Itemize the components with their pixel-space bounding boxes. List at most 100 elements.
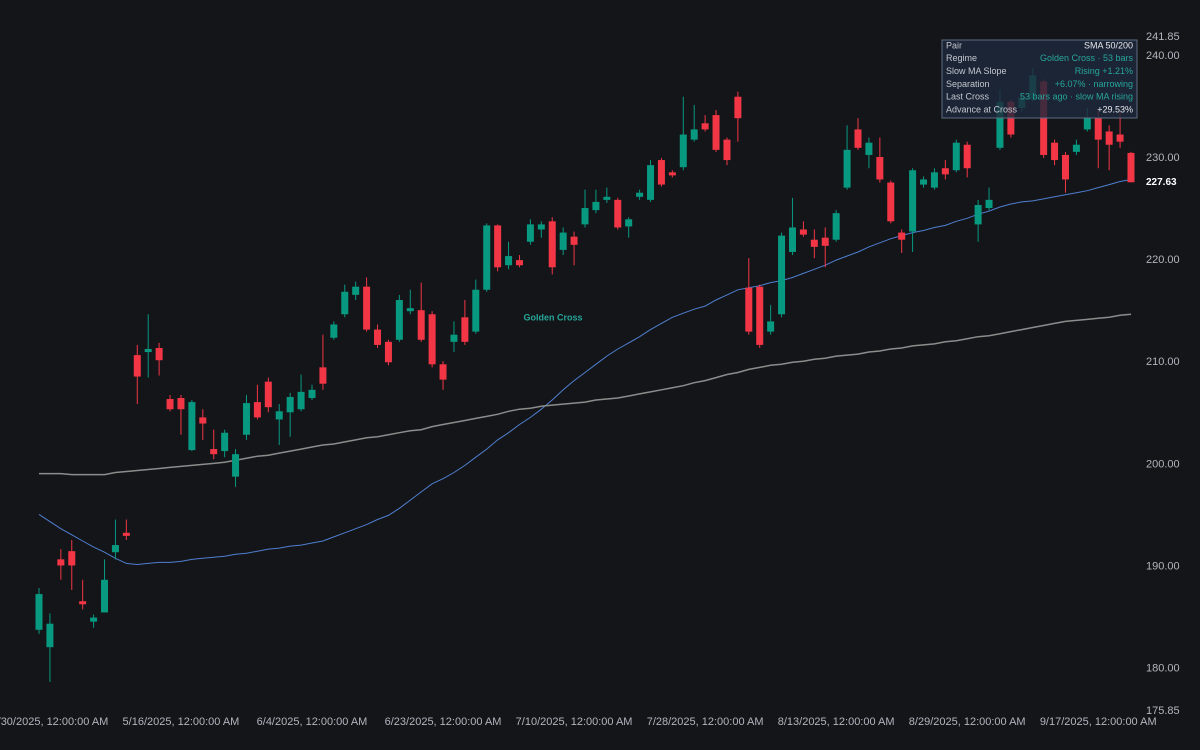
- candle-body: [515, 260, 523, 266]
- info-panel: Pair SMA 50/200 Regime Golden Cross · 53 ba…: [941, 39, 1138, 119]
- candle-body: [439, 364, 447, 380]
- candle-body: [79, 601, 87, 605]
- candle-body: [286, 396, 294, 413]
- x-tick-label: 6/4/2025, 12:00:00 AM: [257, 716, 368, 728]
- info-value: +29.53%: [1097, 104, 1133, 114]
- candle-body: [559, 232, 567, 250]
- candle-body: [963, 144, 971, 169]
- candle-body: [384, 341, 392, 363]
- candle-body: [756, 286, 764, 345]
- candle-body: [647, 165, 655, 200]
- candle-body: [450, 334, 458, 342]
- candle-body: [745, 287, 753, 332]
- candle-body: [614, 199, 622, 228]
- candle-body: [177, 397, 185, 410]
- candle-body: [974, 204, 982, 225]
- candle-body: [352, 286, 360, 295]
- candle-body: [330, 324, 338, 338]
- candle-body: [1083, 117, 1091, 130]
- candle-body: [144, 348, 152, 353]
- candle-body: [133, 355, 141, 377]
- moving-average-line: [38, 179, 1132, 566]
- candle-body: [297, 391, 305, 410]
- candle-body: [341, 291, 349, 315]
- axis-layer: 180.00 190.00 200.00 210.00 220.00 230.00 240.…: [0, 31, 1180, 728]
- y-range-min: 175.85: [1146, 705, 1180, 717]
- candle-body: [308, 389, 316, 398]
- candle-body: [657, 160, 665, 185]
- last-price-label: 227.63: [1146, 177, 1177, 188]
- x-tick-label: 7/10/2025, 12:00:00 AM: [516, 716, 633, 728]
- candle-body: [275, 411, 283, 420]
- candle-body: [887, 182, 895, 222]
- candle-body: [712, 115, 720, 150]
- candle-body: [374, 329, 382, 345]
- candle-body: [668, 172, 676, 176]
- candle-body: [221, 432, 229, 452]
- candle-body: [242, 403, 250, 435]
- candle-body: [690, 129, 698, 140]
- candle-body: [264, 381, 272, 408]
- candle-body: [101, 579, 109, 613]
- candle-body: [35, 594, 43, 630]
- candle-body: [122, 532, 130, 536]
- annotation: Golden Cross: [523, 312, 582, 322]
- candle-body: [417, 310, 425, 340]
- y-tick-label: 220.00: [1146, 254, 1180, 266]
- candle-body: [461, 317, 469, 342]
- candle-body: [1105, 131, 1113, 145]
- candle-body: [1051, 142, 1059, 161]
- candle-body: [319, 367, 327, 384]
- candle-body: [930, 172, 938, 188]
- candle-body: [111, 545, 119, 553]
- candle-body: [57, 559, 65, 566]
- candle-body: [494, 225, 502, 268]
- candle-body: [810, 239, 818, 247]
- candle-body: [232, 454, 240, 477]
- candle-body: [920, 179, 928, 185]
- candle-body: [483, 225, 491, 290]
- candle-body: [843, 149, 851, 188]
- candle-body: [428, 314, 436, 365]
- candle-body: [1061, 154, 1069, 180]
- x-tick-label: 7/28/2025, 12:00:00 AM: [647, 716, 764, 728]
- candle-body: [603, 196, 611, 200]
- y-tick-label: 180.00: [1146, 663, 1180, 675]
- candle-body: [155, 347, 163, 361]
- x-tick-label: 8/13/2025, 12:00:00 AM: [778, 716, 895, 728]
- x-tick-label: 4/30/2025, 12:00:00 AM: [0, 716, 108, 728]
- x-tick-label: 6/23/2025, 12:00:00 AM: [385, 716, 502, 728]
- candle-body: [210, 449, 218, 455]
- candle-body: [395, 299, 403, 340]
- candle-body: [537, 224, 545, 230]
- y-tick-label: 230.00: [1146, 152, 1180, 164]
- info-value: Golden Cross · 53 bars: [1040, 53, 1134, 63]
- candle-body: [821, 237, 829, 246]
- candle-body: [909, 170, 917, 232]
- info-label: Slow MA Slope: [946, 66, 1007, 76]
- info-label: Pair: [946, 40, 962, 50]
- candle-body: [1094, 118, 1102, 140]
- info-panel-box: [941, 39, 1138, 119]
- candle-body: [996, 101, 1004, 148]
- candle-body: [876, 156, 884, 180]
- candle-body: [581, 208, 589, 225]
- candle-body: [363, 286, 371, 330]
- candle-body: [767, 321, 775, 332]
- info-value: 53 bars ago · slow MA rising: [1020, 92, 1133, 102]
- info-label: Separation: [946, 79, 990, 89]
- info-label: Regime: [946, 53, 977, 63]
- candle-body: [526, 224, 534, 242]
- overlay-layer: [38, 179, 1132, 566]
- candle-body: [1127, 152, 1135, 183]
- y-tick-label: 240.00: [1146, 50, 1180, 62]
- info-value: Rising +1.21%: [1075, 66, 1133, 76]
- candle-body: [734, 96, 742, 119]
- x-tick-label: 8/29/2025, 12:00:00 AM: [909, 716, 1026, 728]
- candle-body: [570, 236, 578, 245]
- candle-body: [166, 399, 174, 410]
- candle-body: [723, 139, 731, 161]
- candle-body: [952, 142, 960, 171]
- candle-body: [68, 551, 76, 566]
- candle-body: [253, 402, 261, 418]
